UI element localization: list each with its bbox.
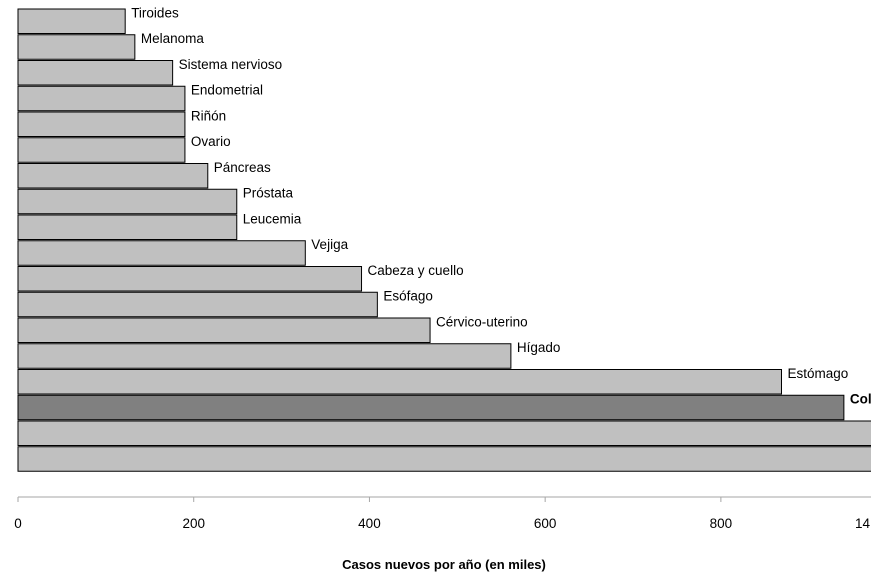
bar-cabeza-y-cuello — [17, 266, 363, 292]
bar-label-prostata: Próstata — [243, 186, 294, 201]
x-tick-label: 800 — [710, 516, 733, 531]
bar-higado — [17, 343, 512, 369]
bar-leucemia — [17, 214, 238, 240]
bar-label-rinon: Riñón — [191, 108, 226, 123]
bar-label-leucemia: Leucemia — [243, 211, 302, 226]
bar-label-higado: Hígado — [517, 340, 561, 355]
bar-sistema-nervioso — [17, 60, 174, 86]
bar-colorrectal — [17, 394, 845, 421]
bar-rinon — [17, 111, 186, 137]
bar-label-vejiga: Vejiga — [311, 237, 348, 252]
bar-label-tiroides: Tiroides — [131, 5, 179, 20]
bar-pulmon — [17, 446, 871, 472]
bar-label-cervico-uterino: Cérvico-uterino — [436, 314, 528, 329]
bar-estomago — [17, 369, 782, 395]
bar-tiroides — [17, 8, 126, 34]
bar-label-ovario: Ovario — [191, 134, 231, 149]
bar-label-pancreas: Páncreas — [214, 160, 271, 175]
bar-melanoma — [17, 34, 136, 60]
x-axis-title: Casos nuevos por año (en miles) — [342, 557, 546, 572]
x-tick-label: 600 — [534, 516, 557, 531]
bar-label-colorrectal: Colorrectal — [850, 392, 871, 407]
bar-vejiga — [17, 240, 306, 266]
bar-prostata — [17, 188, 238, 215]
x-ticks-group: 02004006008001000120014 — [14, 497, 871, 531]
bar-label-esofago: Esófago — [383, 289, 433, 304]
x-tick-label: 400 — [358, 516, 381, 531]
bar-label-cabeza-y-cuello: Cabeza y cuello — [368, 263, 464, 278]
bar-label-endometrial: Endometrial — [191, 83, 263, 98]
bar-label-estomago: Estómago — [788, 366, 849, 381]
x-tick-label: 0 — [14, 516, 22, 531]
bar-endometrial — [17, 85, 186, 112]
bar-label-melanoma: Melanoma — [141, 31, 205, 46]
bar-cervico-uterino — [17, 317, 431, 343]
x-tick-label: 14 — [855, 516, 871, 531]
bars-group — [17, 8, 871, 472]
x-tick-label: 200 — [182, 516, 205, 531]
bar-labels-group: Tiroides Melanoma Sistema nervioso Endometr… — [131, 5, 871, 407]
bar-pancreas — [17, 163, 209, 189]
bar-mama — [17, 420, 871, 446]
bar-esofago — [17, 291, 378, 318]
bar-ovario — [17, 137, 186, 163]
bar-label-sistema-nervioso: Sistema nervioso — [179, 57, 283, 72]
